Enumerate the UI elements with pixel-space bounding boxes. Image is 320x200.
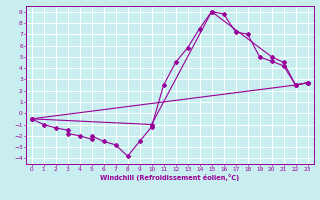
X-axis label: Windchill (Refroidissement éolien,°C): Windchill (Refroidissement éolien,°C) [100, 174, 239, 181]
